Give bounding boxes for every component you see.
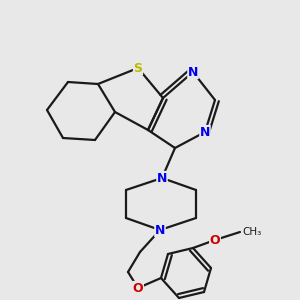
Text: O: O: [133, 281, 143, 295]
Text: N: N: [155, 224, 165, 236]
Text: N: N: [157, 172, 167, 184]
Text: N: N: [188, 65, 198, 79]
Text: N: N: [200, 125, 210, 139]
Text: O: O: [210, 233, 220, 247]
Text: S: S: [134, 61, 142, 74]
Text: CH₃: CH₃: [242, 227, 261, 237]
